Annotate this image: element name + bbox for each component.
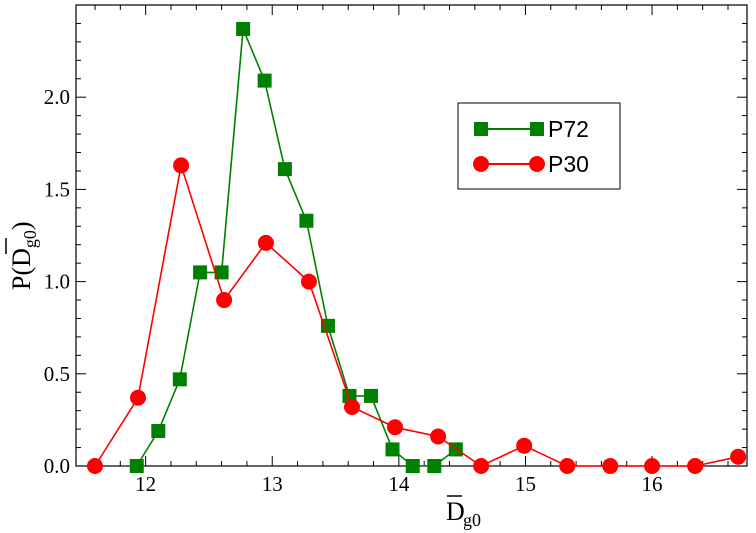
y-axis-label: P(Dg0) (5, 221, 40, 290)
data-point-p72 (151, 423, 166, 438)
data-point-p30 (644, 458, 661, 474)
x-tick-label: 13 (262, 472, 283, 496)
y-axis-label-main: P(Dg0) (7, 221, 40, 290)
x-axis-label-sub: g0 (463, 510, 481, 530)
x-tick-label: 12 (135, 472, 156, 496)
data-point-p72 (257, 73, 272, 88)
x-axis-label: D g0 (446, 495, 481, 530)
data-point-p30 (430, 428, 447, 445)
plot-frame (75, 4, 748, 467)
data-point-p30 (516, 437, 533, 454)
x-tick-label: 15 (515, 472, 536, 496)
y-tick-label: 0.0 (44, 454, 70, 478)
legend: P72 P30 (457, 102, 621, 190)
data-point-p30 (387, 419, 404, 436)
y-tick-label: 0.5 (44, 362, 70, 386)
data-point-p30 (257, 234, 274, 251)
y-tick-label: 1.0 (44, 270, 70, 294)
data-point-p30 (730, 448, 747, 465)
data-point-p30 (173, 157, 190, 174)
data-point-p72 (129, 459, 144, 473)
y-tick-label: 2.0 (44, 85, 70, 109)
series-line-p72 (136, 28, 457, 467)
x-tick-label: 16 (642, 472, 663, 496)
data-point-p30 (687, 458, 704, 474)
data-point-p72 (172, 372, 187, 387)
legend-box (457, 102, 621, 190)
series-line-p30 (94, 165, 739, 467)
data-point-p30 (300, 273, 317, 290)
data-point-p72 (236, 21, 251, 36)
legend-marker-p30 (529, 156, 545, 172)
data-point-p30 (343, 398, 360, 415)
legend-marker-p72 (530, 122, 544, 136)
data-point-p30 (130, 389, 147, 406)
y-tick-label: 1.5 (44, 177, 70, 201)
data-point-p30 (86, 458, 103, 474)
x-tick-label: 14 (388, 472, 410, 496)
data-point-p72 (193, 265, 208, 280)
x-axis-label-main: D (446, 497, 465, 526)
data-point-p72 (299, 213, 314, 228)
data-point-p30 (473, 458, 490, 474)
data-point-p72 (277, 162, 292, 177)
data-point-p72 (427, 459, 442, 473)
data-point-p30 (216, 292, 233, 309)
legend-label-p72: P72 (548, 116, 589, 142)
legend-label-p30: P30 (548, 151, 589, 177)
data-point-p30 (602, 458, 619, 474)
data-point-p72 (405, 459, 420, 473)
data-point-p72 (363, 388, 378, 403)
series-layer (86, 21, 747, 474)
data-point-p30 (559, 458, 576, 474)
legend-marker-p30 (473, 156, 489, 172)
series-p72 (129, 21, 463, 473)
data-point-p72 (320, 318, 335, 333)
data-point-p72 (385, 442, 400, 457)
legend-marker-p72 (474, 122, 488, 136)
series-p30 (86, 157, 747, 474)
data-point-p72 (214, 265, 229, 280)
